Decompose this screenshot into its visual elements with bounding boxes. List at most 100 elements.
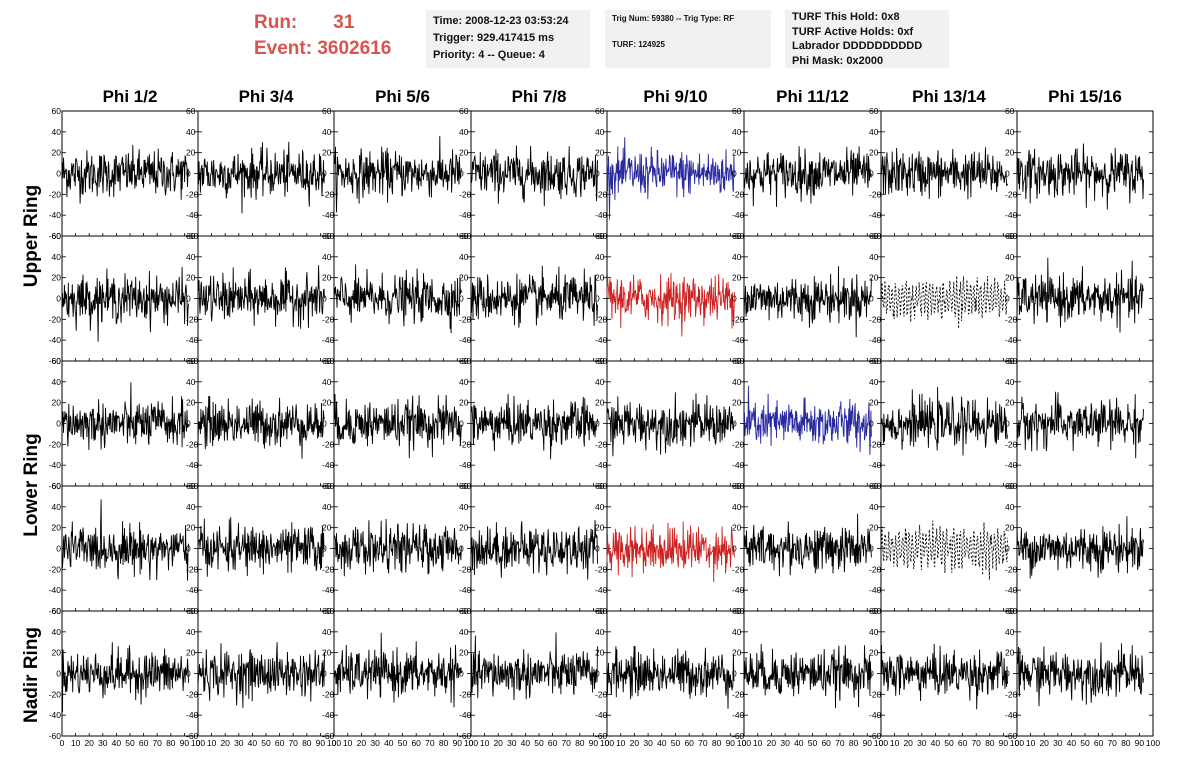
y-tick-label: -20 [595,189,608,199]
y-tick-label: -40 [186,335,199,345]
y-tick-label: 20 [595,273,605,283]
y-tick-label: 0 [322,544,327,554]
y-tick-label: 20 [1005,398,1015,408]
y-tick-label: 40 [322,252,332,262]
x-tick-label: 50 [1080,738,1090,748]
y-tick-label: -60 [595,731,608,741]
y-tick-label: 40 [732,252,742,262]
x-tick-label: 0 [1015,738,1020,748]
x-tick-label: 60 [684,738,694,748]
y-tick-label: 60 [595,231,605,241]
y-tick-label: -40 [186,585,199,595]
y-tick-label: -20 [186,189,199,199]
y-tick-label: -40 [732,460,745,470]
y-tick-label: 60 [869,356,879,366]
y-tick-label: 60 [732,106,742,116]
y-tick-label: 0 [732,169,737,179]
y-tick-label: 40 [459,502,469,512]
y-tick-label: 60 [52,231,62,241]
y-tick-label: 0 [56,419,61,429]
y-tick-label: 40 [186,627,196,637]
y-tick-label: -40 [1005,335,1018,345]
y-tick-label: 20 [595,648,605,658]
y-tick-label: -20 [186,314,199,324]
y-tick-label: 20 [869,273,879,283]
x-tick-label: 50 [808,738,818,748]
x-tick-label: 80 [575,738,585,748]
y-tick-label: 20 [52,148,62,158]
x-tick-label: 20 [630,738,640,748]
y-tick-label: 60 [732,231,742,241]
y-tick-label: 40 [869,127,879,137]
y-tick-label: 20 [1005,148,1015,158]
panel-r1-c0: -60 -40 -20 0 20 40 60 [49,231,199,366]
x-tick-label: 40 [248,738,258,748]
turf-text: TURF: 124925 [612,40,665,49]
x-tick-label: 90 [453,738,463,748]
y-tick-label: 60 [1005,106,1015,116]
y-tick-label: -40 [459,585,472,595]
y-tick-label: 0 [869,169,874,179]
waveform-trace [61,382,189,451]
waveform-trace [197,395,325,459]
y-tick-label: 20 [732,148,742,158]
y-tick-label: -40 [732,585,745,595]
x-tick-label: 70 [425,738,435,748]
y-tick-label: -40 [869,710,882,720]
y-tick-label: 40 [52,377,62,387]
y-tick-label: -40 [595,585,608,595]
y-tick-label: 20 [459,273,469,283]
y-tick-label: 20 [459,398,469,408]
x-tick-label: 60 [548,738,558,748]
y-tick-label: -40 [459,210,472,220]
y-tick-label: 20 [186,398,196,408]
y-tick-label: -20 [732,189,745,199]
y-tick-label: 40 [595,127,605,137]
phi-header-7: Phi 13/14 [912,87,986,106]
y-tick-label: 20 [459,648,469,658]
y-tick-label: -60 [322,731,335,741]
x-tick-label: 70 [152,738,162,748]
event-label: Event: [254,38,313,59]
y-tick-label: 40 [186,377,196,387]
y-tick-label: 0 [186,294,191,304]
waveform-trace [197,265,325,329]
y-tick-label: 60 [186,481,196,491]
y-tick-label: -20 [869,314,882,324]
y-tick-label: 20 [322,648,332,658]
waveform-trace [1016,391,1144,459]
y-tick-label: 0 [595,419,600,429]
y-tick-label: 20 [186,648,196,658]
x-tick-label: 90 [180,738,190,748]
y-tick-label: 60 [869,106,879,116]
waveform-trace [880,147,1008,200]
y-tick-label: 0 [732,294,737,304]
x-tick-label: 20 [1039,738,1049,748]
x-tick-label: 80 [439,738,449,748]
y-tick-label: -40 [49,335,62,345]
y-tick-label: 20 [459,523,469,533]
trig-info-box: Trig Num: 59380 -- Trig Type: RF TURF: 1… [605,10,771,68]
phi-header-2: Phi 3/4 [238,87,294,106]
waveform-trace [880,520,1008,580]
phi-header-8: Phi 15/16 [1048,87,1122,106]
y-tick-label: 60 [732,356,742,366]
y-tick-label: 0 [459,419,464,429]
y-tick-label: -60 [186,731,199,741]
y-tick-label: 60 [459,356,469,366]
x-tick-label: 60 [821,738,831,748]
y-tick-label: -60 [49,731,62,741]
x-tick-label: 60 [411,738,421,748]
y-tick-label: 40 [322,502,332,512]
y-tick-label: 60 [459,231,469,241]
waveform-trace [743,146,872,207]
y-tick-label: -40 [49,460,62,470]
